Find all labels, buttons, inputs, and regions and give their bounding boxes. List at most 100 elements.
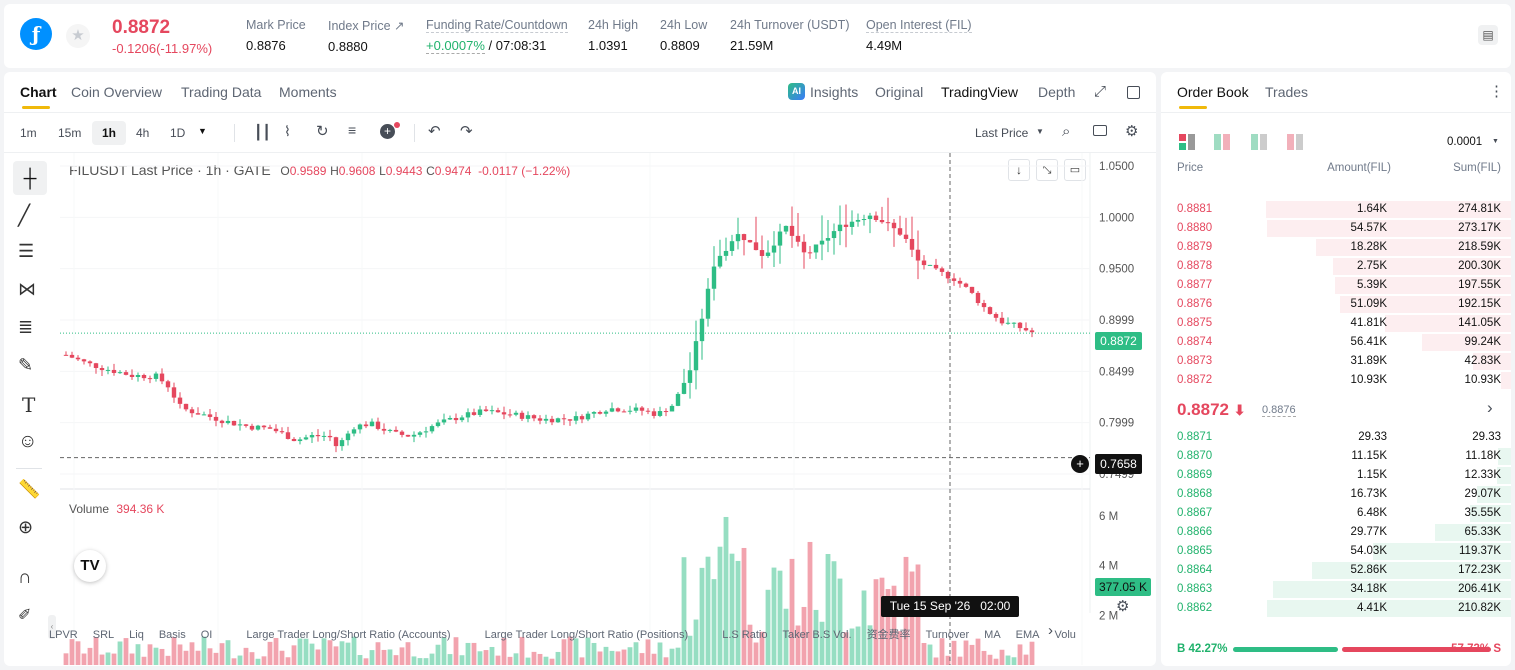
ask-row[interactable]: 0.8881 1.64K 274.81K [1161,200,1511,219]
crosshair-add-icon[interactable]: + [1071,455,1089,473]
ask-row[interactable]: 0.8872 10.93K 10.93K [1161,371,1511,390]
ask-row[interactable]: 0.8879 18.28K 218.59K [1161,238,1511,257]
refresh-icon[interactable]: ↻ [316,123,329,140]
candlestick-chart[interactable]: 1.05001.00000.95000.89990.84990.79990.74… [4,153,1156,666]
view-tradingview[interactable]: TradingView [941,84,1019,100]
brush-tool-icon[interactable]: ✎ [18,355,34,375]
ask-row[interactable]: 0.8873 31.89K 42.83K [1161,352,1511,371]
pane-settings-icon[interactable]: ▭ [1064,159,1086,181]
ob-mid-price[interactable]: 0.8872 ⬇ [1177,400,1245,420]
settings-gear-icon[interactable]: ⚙ [1125,123,1139,140]
timeframe-15m[interactable]: 15m [58,126,82,140]
view-asks-icon[interactable] [1287,134,1303,150]
external-link-icon[interactable]: ↗ [394,19,405,33]
bid-row[interactable]: 0.8865 54.03K 119.37K [1161,542,1511,561]
ruler-tool-icon[interactable]: 📏 [18,479,41,499]
more-menu-icon[interactable]: ⋮ [1489,83,1504,100]
price-mode-select[interactable]: Last Price [975,126,1029,140]
collapse-toolbar-icon[interactable]: ‹ [48,615,56,639]
ask-row[interactable]: 0.8878 2.75K 200.30K [1161,257,1511,276]
horizontal-lines-tool-icon[interactable]: ☰ [18,241,35,261]
bid-row[interactable]: 0.8871 29.33 29.33 [1161,428,1511,447]
ai-insights-icon[interactable]: AI [788,83,805,100]
collapse-pane-icon[interactable]: ⤡ [1036,159,1058,181]
tab-moments[interactable]: Moments [279,84,337,100]
indicator-5[interactable]: Large Trader Long/Short Ratio (Accounts) [246,629,451,641]
expand-icon[interactable]: ⤢ [1094,83,1107,100]
ask-row[interactable]: 0.8876 51.09K 192.15K [1161,295,1511,314]
camera-icon[interactable] [1093,125,1107,136]
view-both-icon[interactable] [1179,134,1195,150]
indicator-8[interactable]: Taker B.S Vol. [782,629,852,641]
tab-trades[interactable]: Trades [1265,84,1309,100]
timeframe-dropdown-icon[interactable]: ▼ [198,126,207,136]
text-tool-icon[interactable]: T [22,393,36,417]
bid-row[interactable]: 0.8867 6.48K 35.55K [1161,504,1511,523]
indicator-3[interactable]: Basis [158,629,186,641]
indicator-4[interactable]: OI [200,629,213,641]
view-bids-icon[interactable] [1251,134,1267,150]
tab-coin-overview[interactable]: Coin Overview [71,84,163,100]
stat-index-price[interactable]: Index Price ↗ 0.8880 [328,18,405,54]
bid-row[interactable]: 0.8866 29.77K 65.33K [1161,523,1511,542]
templates-icon[interactable]: ≡ [348,122,357,138]
zoom-in-tool-icon[interactable]: ⊕ [18,517,34,537]
fib-tool-icon[interactable]: ≣ [18,317,34,337]
tab-chart[interactable]: Chart [20,84,57,100]
axis-settings-icon[interactable]: ⚙ [1116,598,1130,615]
undo-icon[interactable]: ↶ [428,123,441,140]
emoji-tool-icon[interactable]: ☺ [18,431,38,452]
view-insights[interactable]: Insights [810,84,859,100]
bid-row[interactable]: 0.8863 34.18K 206.41K [1161,580,1511,599]
trendline-tool-icon[interactable]: ╱ [18,205,31,227]
candle-type-icon[interactable]: ┃┃ [254,124,271,140]
ask-row[interactable]: 0.8877 5.39K 197.55K [1161,276,1511,295]
view-original[interactable]: Original [875,84,924,100]
indicator-13[interactable]: Volu [1054,629,1076,641]
pencil-tool-icon[interactable]: ✐ [18,607,32,624]
ask-row[interactable]: 0.8875 41.81K 141.05K [1161,314,1511,333]
bid-row[interactable]: 0.8869 1.15K 12.33K [1161,466,1511,485]
indicator-11[interactable]: MA [984,629,1001,641]
magnet-tool-icon[interactable]: ∩ [18,567,32,588]
bid-row[interactable]: 0.8862 4.41K 210.82K [1161,599,1511,618]
timeframe-1m[interactable]: 1m [20,126,37,140]
indicator-12[interactable]: EMA [1015,629,1040,641]
precision-chevron-icon[interactable]: ▼ [1492,138,1499,145]
timeframe-4h[interactable]: 4h [136,126,150,140]
tab-order-book[interactable]: Order Book [1177,84,1249,100]
bid-row[interactable]: 0.8868 16.73K 29.07K [1161,485,1511,504]
view-split-icon[interactable] [1214,134,1230,150]
ask-row[interactable]: 0.8874 56.41K 99.24K [1161,333,1511,352]
ask-row[interactable]: 0.8880 54.57K 273.17K [1161,219,1511,238]
notes-icon[interactable]: ▤ [1478,25,1498,45]
indicator-6[interactable]: Large Trader Long/Short Ratio (Positions… [484,629,689,641]
add-indicator-icon[interactable]: + [380,124,395,139]
redo-icon[interactable]: ↷ [460,123,473,140]
indicator-10[interactable]: Turnover [925,629,970,641]
bid-row[interactable]: 0.8870 11.15K 11.18K [1161,447,1511,466]
indicator-7[interactable]: L.S Ratio [722,629,768,641]
timeframe-1d[interactable]: 1D [170,126,186,140]
timeframe-1h[interactable]: 1h [102,126,117,140]
bid-row[interactable]: 0.8864 52.86K 172.23K [1161,561,1511,580]
indicator-9[interactable]: 资金费率 [866,629,911,641]
scroll-down-icon[interactable]: ↓ [1008,159,1030,181]
view-depth[interactable]: Depth [1038,84,1076,100]
pattern-tool-icon[interactable]: ⋈ [18,279,36,299]
crosshair-tool-icon[interactable]: ┼ [13,161,47,195]
indicator-1[interactable]: SRL [92,629,115,641]
indicator-0[interactable]: LPVR [49,629,78,641]
precision-select[interactable]: 0.0001 [1447,136,1483,148]
chevron-right-icon[interactable]: › [1048,622,1053,639]
search-icon[interactable]: ⌕ [1062,123,1071,140]
favorite-star-icon[interactable]: ★ [66,24,90,48]
maximize-icon[interactable] [1127,86,1140,99]
indicator-2[interactable]: Liq [129,629,144,641]
indicators-icon[interactable]: ⌇ [284,123,291,139]
price-mode-chevron-icon[interactable]: ▼ [1036,127,1044,136]
tab-trading-data[interactable]: Trading Data [181,84,262,100]
ob-more-chevron-icon[interactable]: › [1487,398,1493,417]
stat-open-interest[interactable]: Open Interest (FIL) 4.49M [866,18,972,53]
stat-funding-rate[interactable]: Funding Rate/Countdown +0.0007% / 07:08:… [426,18,568,54]
